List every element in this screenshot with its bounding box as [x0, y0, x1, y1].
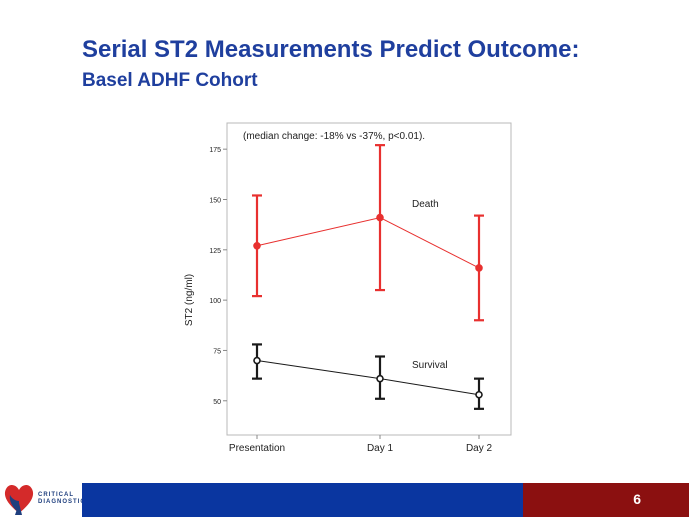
y-tick-label: 175 [209, 147, 221, 154]
y-tick-label: 50 [213, 399, 221, 406]
y-tick-label: 75 [213, 348, 221, 355]
footer-blue-bar [82, 483, 523, 517]
critical-diagnostics-logo: CRITICAL DIAGNOSTICS [2, 479, 90, 517]
data-point [475, 390, 483, 399]
heart-logo-icon [4, 484, 34, 515]
logo-text-line1: CRITICAL [38, 492, 74, 498]
y-tick-label: 100 [209, 298, 221, 305]
data-point [253, 356, 261, 365]
series-label: Death [412, 199, 439, 210]
data-point [475, 264, 483, 272]
page-number: 6 [633, 491, 641, 507]
plot-frame [226, 122, 512, 436]
x-tick-label: Day 2 [466, 443, 493, 454]
data-point [253, 241, 261, 250]
series-label: Survival [412, 360, 448, 371]
data-point [376, 213, 384, 222]
slide-title: Serial ST2 Measurements Predict Outcome: [82, 36, 580, 63]
y-tick-label: 150 [209, 197, 221, 204]
footer-red-bar: 6 [523, 483, 689, 517]
x-tick-label: Day 1 [367, 443, 394, 454]
y-tick-label: 125 [209, 248, 221, 255]
y-axis-label: ST2 (ng/ml) [184, 274, 195, 326]
data-point [376, 374, 384, 383]
slide-subtitle: Basel ADHF Cohort [82, 70, 258, 91]
x-tick-label: Presentation [229, 443, 285, 454]
logo-text-line2: DIAGNOSTICS [38, 499, 91, 505]
chart-annotation: (median change: -18% vs -37%, p<0.01). [243, 131, 425, 142]
